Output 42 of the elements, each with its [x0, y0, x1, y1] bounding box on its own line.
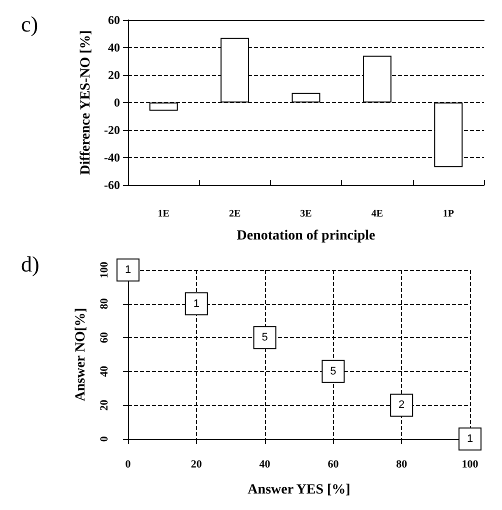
x-tick-label: 100 [462, 458, 479, 470]
y-tick-label: 20 [98, 399, 110, 411]
point [253, 326, 276, 350]
y-tick-label: -40 [104, 150, 120, 164]
y-tick-label: 40 [98, 365, 110, 377]
x-tick-label: 20 [190, 458, 202, 470]
annotation: 1 [193, 298, 200, 310]
x-tick-label: 2E [228, 208, 241, 220]
annotation: 2 [398, 399, 405, 412]
annotation: 5 [262, 332, 268, 344]
x-tick-label: 1E [158, 208, 170, 220]
point [458, 428, 482, 450]
chart-title: d) [21, 252, 40, 276]
annotation: 5 [330, 365, 336, 378]
y-tick-label: 0 [98, 436, 110, 442]
x-tick-label: 4E [371, 208, 384, 220]
x-tick-label: 0 [125, 458, 132, 470]
y-axis-title: Answer NO[%] [74, 308, 88, 402]
y-tick-label: 40 [108, 40, 120, 54]
point [184, 292, 208, 316]
chart-title: c) [21, 12, 38, 36]
y-tick-label: 60 [108, 13, 120, 27]
y-tick-label: -60 [104, 178, 120, 192]
point [322, 360, 345, 383]
y-tick-label: -20 [104, 123, 120, 137]
x-axis-title: Answer YES [%] [248, 482, 350, 498]
y-tick-label: 20 [108, 68, 120, 82]
y-axis-title: Difference YES-NO [%] [78, 30, 94, 175]
y-tick-label: 80 [98, 298, 110, 310]
x-tick-label: 40 [259, 458, 271, 470]
annotation: 1 [466, 433, 474, 445]
y-tick-label: 60 [98, 332, 110, 344]
point [390, 394, 414, 417]
x-tick-label: 80 [396, 458, 408, 470]
y-tick-label: 0 [114, 96, 120, 110]
annotation: 1 [124, 264, 132, 276]
point [116, 258, 140, 282]
y-tick-label: 100 [98, 261, 110, 278]
x-tick-label: 1P [442, 208, 454, 220]
x-tick-label: 3E [300, 208, 312, 220]
x-axis-title: Denotation of principle [236, 228, 376, 244]
x-tick-label: 60 [328, 458, 340, 470]
